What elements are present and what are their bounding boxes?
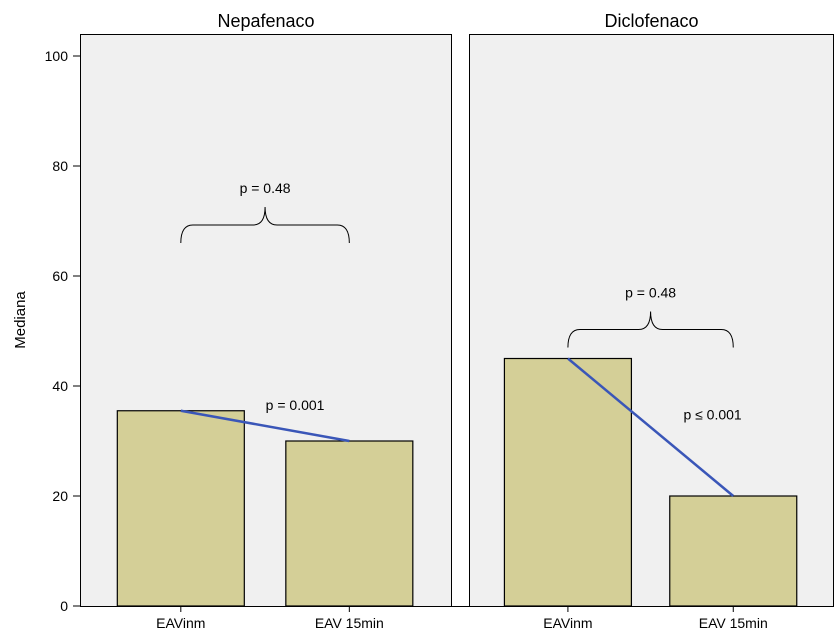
y-axis-label: Mediana <box>12 291 29 349</box>
comparison-label-1: p = 0.48 <box>625 285 676 301</box>
y-tick-label-5: 100 <box>45 48 69 64</box>
y-tick-label-2: 40 <box>52 378 68 394</box>
bar-1-0 <box>503 357 633 607</box>
x-tick-label-0-0: EAVinm <box>156 615 205 631</box>
x-tick-label-0-1: EAV 15min <box>315 615 384 631</box>
trend-line-0 <box>180 409 350 443</box>
y-tick-label-0: 0 <box>60 598 68 614</box>
p-value-annotation-0: p = 0.001 <box>266 397 325 413</box>
comparison-label-0: p = 0.48 <box>240 180 291 196</box>
bar-1-1 <box>669 495 798 607</box>
comparison-brace-0 <box>180 206 350 244</box>
x-tick-label-1-1: EAV 15min <box>699 615 768 631</box>
p-value-annotation-1: p ≤ 0.001 <box>683 406 741 422</box>
panel-title-0: Nepafenaco <box>217 11 314 31</box>
trend-line-1 <box>567 357 735 497</box>
x-tick-label-1-0: EAVinm <box>543 615 592 631</box>
bar-0-0 <box>116 410 245 607</box>
y-tick-label-1: 20 <box>52 488 68 504</box>
bar-0-1 <box>285 440 414 607</box>
comparison-brace-1 <box>567 311 734 348</box>
y-tick-label-3: 60 <box>52 268 68 284</box>
panel-title-1: Diclofenaco <box>604 11 698 31</box>
y-tick-label-4: 80 <box>52 158 68 174</box>
